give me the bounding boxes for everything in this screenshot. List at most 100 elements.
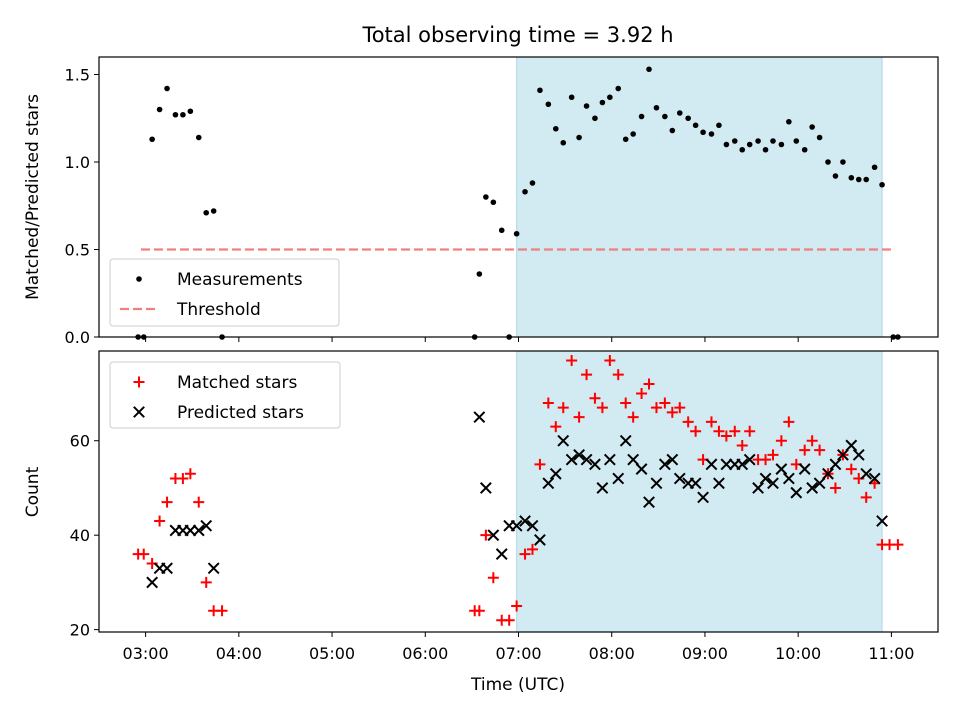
bottom-series-1-point: [775, 463, 788, 475]
bottom-series-1-point: [473, 411, 486, 424]
legend-box: [109, 258, 340, 327]
top-series-0-point: [786, 118, 792, 125]
bottom-series-1-point: [782, 472, 795, 485]
bottom-series-1-point: [161, 562, 173, 575]
top-series-0-point: [770, 138, 776, 144]
bottom-series-1-point: [876, 515, 888, 527]
bottom-series-0-point: [473, 605, 485, 617]
bottom-series-0-point: [519, 548, 531, 560]
bottom-xtick-label: 04:00: [216, 644, 262, 663]
bottom-series-0-point: [589, 392, 601, 404]
bottom-series-0-point: [744, 425, 756, 437]
top-series-0-point: [685, 115, 691, 122]
bottom-series-1-point: [697, 491, 709, 504]
bottom-series-0-point: [814, 444, 826, 456]
top-series-0-point: [203, 209, 210, 216]
chart-title: Total observing time = 3.92 h: [361, 23, 673, 47]
top-series-0-point: [816, 134, 823, 141]
bottom-series-0-point: [666, 406, 678, 418]
top-series-0-point: [529, 180, 536, 186]
bottom-series-1-point: [720, 458, 733, 471]
top-series-0-point: [490, 199, 497, 206]
top-series-0-point: [172, 111, 179, 118]
top-series-0-point: [646, 66, 652, 73]
bottom-series-0-point: [526, 543, 538, 555]
bottom-series-1-point: [192, 524, 205, 537]
top-series-0-point: [615, 85, 622, 92]
bottom-series-0-point: [892, 539, 904, 551]
bottom-series-1-point: [845, 439, 858, 452]
top-series-0-point: [716, 122, 722, 129]
top-panel-ylabel: Matched/Predicted stars: [23, 94, 43, 300]
bottom-series-1-point: [519, 515, 531, 527]
bottom-series-1-point: [673, 472, 686, 485]
bottom-series-0-point: [659, 397, 671, 409]
bottom-ytick-label: 60: [70, 432, 90, 451]
bottom-series-1-point: [666, 453, 679, 466]
top-series-0-point: [576, 134, 582, 141]
top-panel: 0.0 0.5 1.0 1.5 Measurements Threshold: [65, 56, 939, 347]
top-ytick-label: 1.5: [65, 66, 90, 85]
bottom-series-0-point: [690, 425, 702, 437]
bottom-shaded-interval: [516, 350, 883, 633]
bottom-xtick-label: 11:00: [868, 644, 914, 663]
bottom-ytick-label: 40: [70, 526, 90, 545]
bottom-xtick-label: 09:00: [682, 644, 728, 663]
top-series-0-point: [560, 139, 567, 146]
top-series-0-point: [513, 230, 520, 237]
legend-marker: [133, 406, 145, 418]
top-series-0-point: [599, 99, 606, 106]
bottom-series-0-point: [596, 402, 608, 414]
bottom-series-0-point: [736, 439, 748, 451]
bottom-series-1-point: [759, 472, 772, 485]
bottom-series-1-point: [200, 519, 213, 532]
bottom-series-0-point: [627, 411, 639, 423]
bottom-series-0-point: [643, 378, 655, 390]
top-series-0-point: [638, 113, 645, 120]
bottom-series-1-point: [612, 472, 625, 485]
bottom-series-1-point: [705, 458, 718, 471]
bottom-series-0-point: [775, 435, 787, 447]
bottom-series-0-point: [503, 614, 515, 626]
legend-label: Matched stars: [177, 373, 297, 393]
bottom-series-1-point: [822, 467, 834, 480]
bottom-series-0-point: [557, 402, 569, 414]
bottom-series-0-point: [161, 496, 173, 508]
bottom-series-0-point: [767, 449, 779, 461]
bottom-series-1-point: [510, 519, 523, 532]
bottom-series-1-point: [573, 448, 586, 461]
bottom-series-0-point: [713, 425, 725, 437]
top-series-0-point: [700, 129, 706, 136]
bottom-series-1-point: [549, 467, 562, 480]
top-series-0-point: [164, 85, 170, 92]
top-series-0-point: [669, 127, 676, 134]
bottom-series-1-point: [487, 529, 500, 542]
bottom-series-0-point: [783, 416, 795, 428]
bottom-series-0-point: [860, 491, 872, 503]
bottom-xtick-label: 03:00: [123, 644, 169, 663]
bottom-series-0-point: [193, 496, 205, 508]
top-series-0-point: [653, 104, 660, 111]
top-ytick-label: 0.0: [65, 328, 90, 347]
bottom-series-0-point: [573, 411, 585, 423]
bottom-xtick-label: 10:00: [775, 644, 821, 663]
top-series-0-point: [622, 136, 629, 143]
bottom-series-0-point: [612, 369, 624, 381]
legend-box: [109, 361, 341, 429]
top-series-0-point: [630, 131, 636, 137]
bottom-series-1-point: [596, 482, 609, 494]
bottom-series-1-point: [798, 463, 811, 475]
bottom-series-0-point: [636, 388, 648, 400]
top-series-0-point: [476, 271, 483, 277]
bottom-series-0-point: [184, 468, 196, 480]
top-series-0-point: [840, 159, 846, 165]
bottom-series-1-point: [635, 463, 648, 475]
top-series-0-point: [537, 87, 543, 94]
bottom-series-0-point: [829, 482, 841, 494]
bottom-series-1-point: [479, 482, 492, 494]
bottom-series-1-point: [658, 458, 671, 471]
bottom-series-0-point: [705, 416, 717, 428]
x-axis-label: Time (UTC): [470, 675, 565, 695]
